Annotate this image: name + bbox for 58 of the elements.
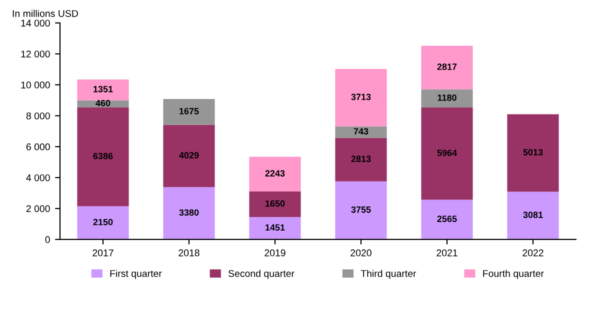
bar	[421, 46, 473, 90]
bar	[249, 191, 301, 218]
bar	[507, 192, 559, 240]
bar	[163, 187, 215, 240]
data-label: 2817	[437, 64, 457, 70]
data-label: 3713	[351, 94, 371, 100]
data-label: 5013	[523, 149, 543, 156]
data-label: 2150	[93, 218, 113, 226]
data-label: 5964	[437, 150, 457, 156]
data-label: 1451	[266, 224, 285, 231]
data-label: 1675	[180, 108, 199, 114]
bar	[335, 68, 387, 126]
bar	[249, 156, 301, 192]
data-label: 4029	[179, 152, 199, 158]
data-label: 3081	[523, 212, 543, 218]
y-tick-label: 14 000	[21, 20, 50, 27]
bar	[249, 217, 301, 240]
legend-label: Third quarter	[360, 270, 416, 279]
y-tick-label: 6 000	[26, 143, 50, 150]
bar	[421, 89, 473, 108]
data-label: 3380	[179, 209, 199, 216]
bar	[163, 124, 215, 188]
bar	[77, 107, 129, 206]
bar	[421, 200, 473, 240]
bar	[163, 98, 215, 125]
x-tick-label: 2017	[92, 249, 114, 256]
x-tick-label: 2021	[436, 249, 458, 256]
bar	[507, 114, 559, 192]
legend-label: Second quarter	[228, 270, 294, 279]
data-label: 2813	[351, 156, 371, 162]
y-tick-label: 4 000	[26, 174, 50, 182]
data-label: 6386	[93, 152, 113, 160]
bar	[421, 108, 473, 200]
data-label: 1180	[438, 94, 456, 101]
bar	[335, 138, 387, 182]
data-label: 1351	[94, 86, 113, 92]
data-label: 2565	[437, 216, 457, 222]
bar	[335, 126, 387, 138]
data-label: 743	[354, 128, 368, 135]
y-tick-label: 0	[45, 236, 50, 244]
data-label: 2243	[265, 170, 285, 177]
legend-label: Fourth quarter	[483, 270, 544, 279]
data-label: 3755	[351, 206, 371, 213]
x-tick-label: 2022	[522, 249, 544, 256]
x-tick-label: 2019	[264, 249, 286, 256]
data-label: 1650	[266, 200, 285, 207]
bar	[77, 206, 129, 240]
bar	[77, 79, 129, 100]
x-tick-label: 2020	[350, 249, 372, 256]
y-tick-label: 12 000	[21, 50, 50, 58]
y-tick-label: 8 000	[26, 112, 50, 120]
y-tick-label: 2 000	[26, 205, 50, 212]
data-label: 460	[96, 100, 110, 106]
bar	[335, 181, 387, 240]
legend-label: First quarter	[110, 270, 162, 279]
y-tick-label: 10 000	[21, 82, 50, 88]
y-axis-title: In millions USD	[12, 10, 78, 17]
x-tick-label: 2018	[178, 249, 200, 256]
